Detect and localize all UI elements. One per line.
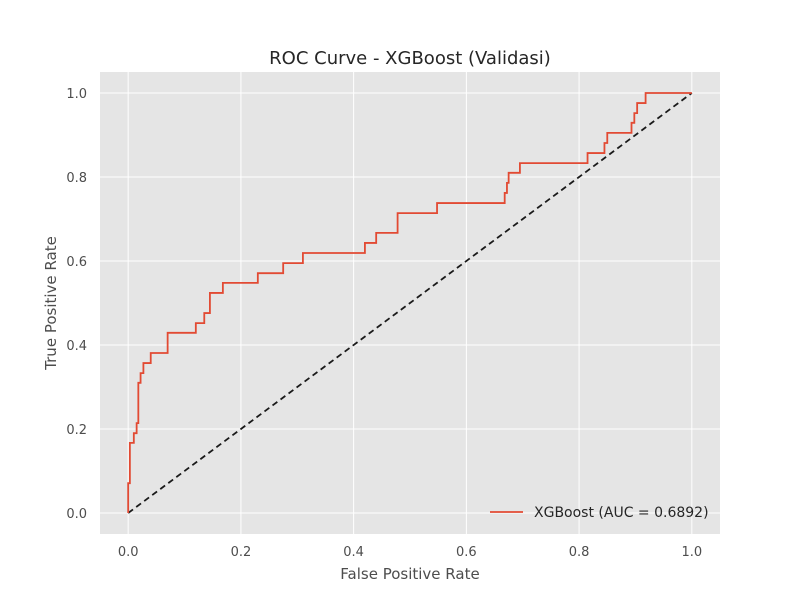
x-tick-label: 0.6 xyxy=(456,545,477,560)
x-tick-label: 0.2 xyxy=(231,545,252,560)
y-tick-label: 0.4 xyxy=(66,339,87,354)
y-tick-label: 0.6 xyxy=(66,255,87,270)
roc-curve-line xyxy=(127,92,692,513)
x-tick-label: 0.8 xyxy=(569,545,590,560)
series-layer xyxy=(127,92,693,514)
y-tick-label: 0.0 xyxy=(66,507,87,522)
legend-label: XGBoost (AUC = 0.6892) xyxy=(534,505,709,521)
x-gridlines xyxy=(127,72,693,534)
y-tick-labels: 0.0 0.2 0.4 0.6 0.8 1.0 xyxy=(66,87,87,522)
legend: XGBoost (AUC = 0.6892) xyxy=(490,505,709,521)
x-tick-label: 1.0 xyxy=(681,545,702,560)
x-tick-label: 0.0 xyxy=(118,545,139,560)
y-tick-label: 1.0 xyxy=(66,87,87,102)
x-axis-label: False Positive Rate xyxy=(340,565,479,583)
x-tick-labels: 0.0 0.2 0.4 0.6 0.8 1.0 xyxy=(118,545,702,560)
y-tick-label: 0.8 xyxy=(66,171,87,186)
chart-title: ROC Curve - XGBoost (Validasi) xyxy=(269,48,551,69)
x-tick-label: 0.4 xyxy=(343,545,364,560)
chance-diagonal-line xyxy=(127,92,693,514)
y-tick-label: 0.2 xyxy=(66,423,87,438)
y-axis-label: True Positive Rate xyxy=(42,236,60,371)
y-gridlines xyxy=(100,92,720,514)
